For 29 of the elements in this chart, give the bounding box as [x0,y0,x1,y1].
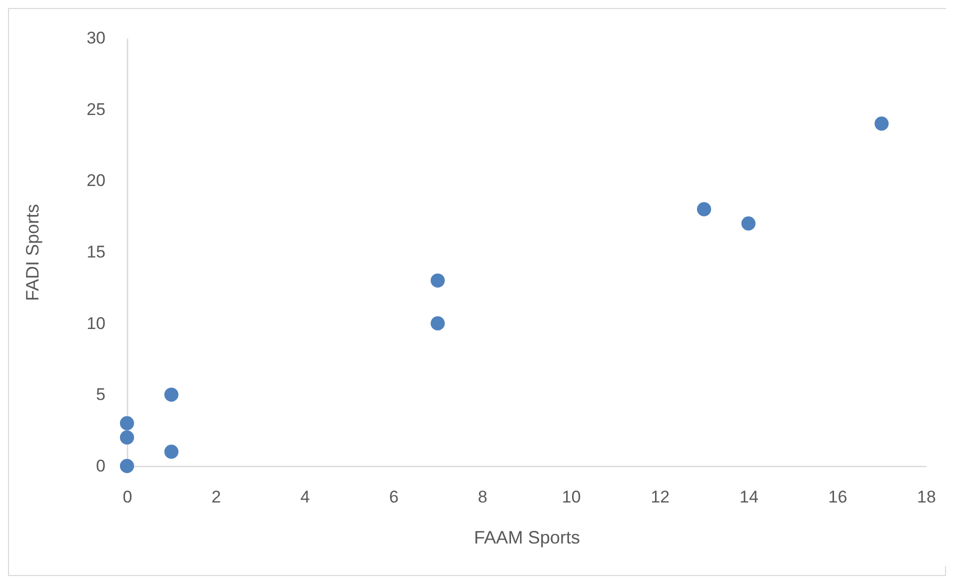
y-tick-label: 20 [86,171,106,190]
x-axis-title: FAAM Sports [474,528,580,548]
x-tick-label: 18 [917,488,936,506]
y-tick-label: 10 [86,314,106,333]
x-tick-label: 4 [300,488,310,506]
point [120,430,134,445]
x-tick-label: 6 [389,488,399,506]
x-tick-label: 14 [739,488,758,506]
y-axis-title: FADI Sports [22,204,43,302]
point [696,202,712,216]
point [430,273,445,288]
x-tick-label: 0 [122,488,132,506]
x-tick-label: 2 [212,488,222,506]
x-tick-label: 16 [828,488,848,506]
y-tick-label: 0 [96,456,106,476]
x-tick-label: 12 [650,488,670,506]
point [874,116,889,131]
point [430,316,445,330]
point [741,216,756,231]
y-tick-label: 30 [86,28,106,48]
point [164,388,178,402]
point [164,444,178,459]
y-tick-label: 25 [86,100,106,119]
x-tick-label: 8 [478,488,488,506]
point [120,458,134,474]
y-tick-label: 15 [86,242,106,262]
x-tick-label: 10 [562,488,581,506]
point [120,416,134,430]
y-tick-label: 5 [96,385,106,404]
